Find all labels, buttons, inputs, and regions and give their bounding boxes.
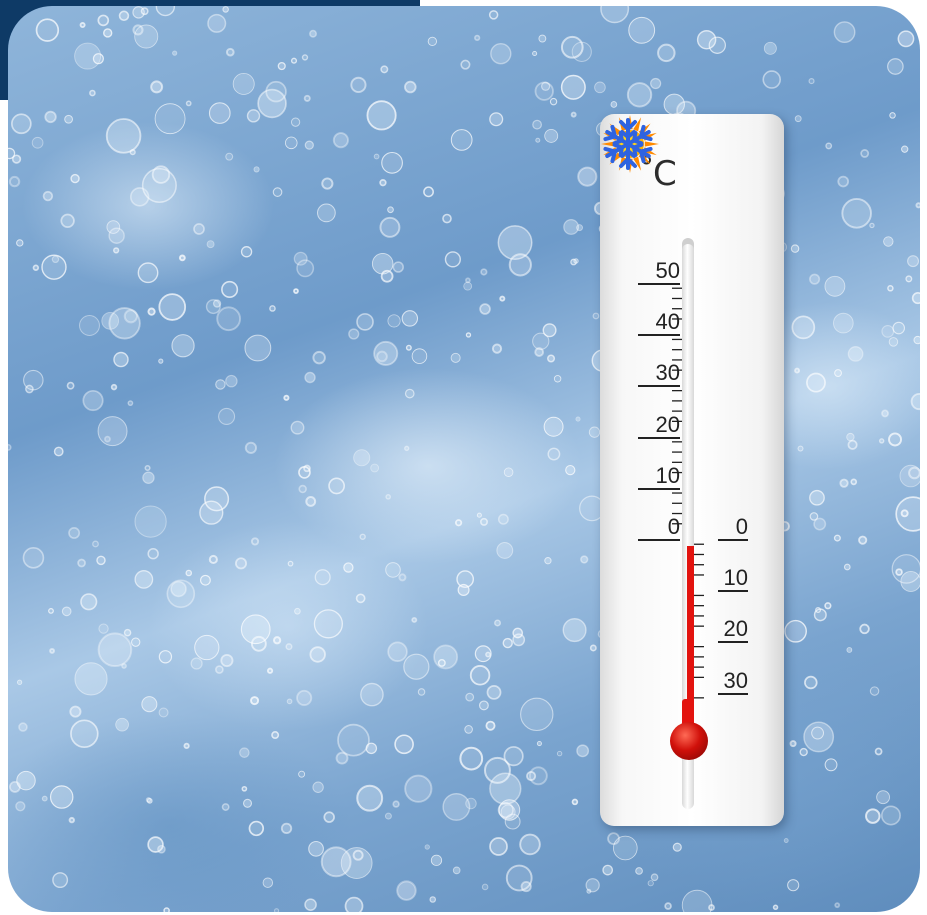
celsius-scale-label: 50 [638, 260, 680, 285]
mercury-column [687, 546, 694, 714]
ice-background-photo: ˚C 50 40 30 20 10 0 0 10 20 30 [8, 6, 920, 912]
negative-scale-label: 30 [718, 669, 748, 695]
bulb-neck [682, 699, 694, 729]
celsius-scale-label: 40 [638, 311, 680, 337]
thermometer: ˚C 50 40 30 20 10 0 0 10 20 30 [600, 114, 784, 826]
celsius-scale-label: 0 [638, 516, 680, 541]
negative-scale-label: 10 [718, 567, 748, 593]
scale-ticks [672, 287, 704, 699]
negative-scale-label: 0 [718, 516, 748, 541]
celsius-scale-label: 20 [638, 413, 680, 439]
negative-scale-label: 20 [718, 618, 748, 644]
snowflake-icon [603, 118, 653, 170]
celsius-scale-label: 10 [638, 464, 680, 490]
mercury-bulb [670, 722, 708, 760]
celsius-scale-label: 30 [638, 362, 680, 388]
